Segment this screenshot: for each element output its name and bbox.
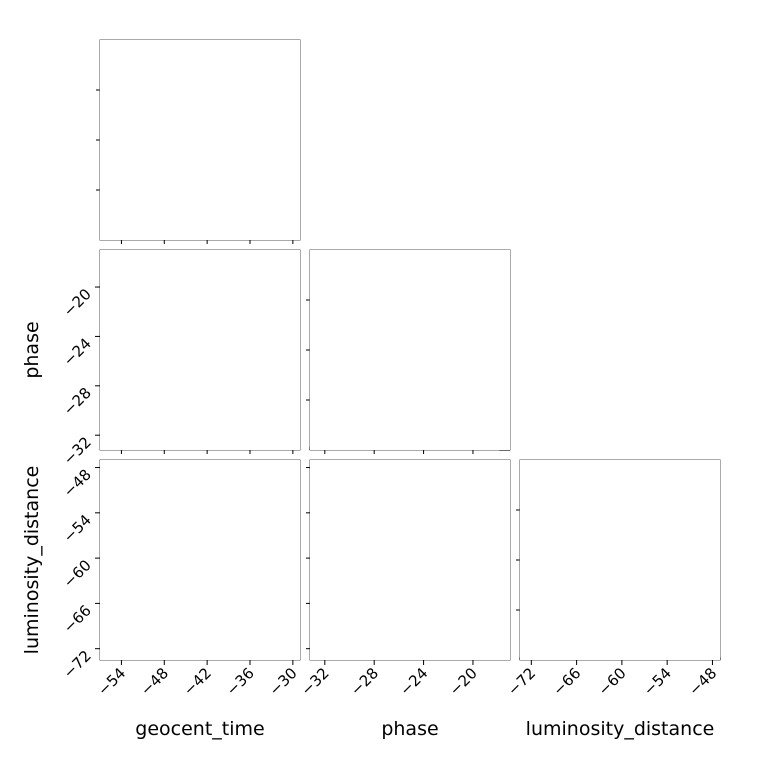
- xlabel-phase: phase: [381, 718, 438, 740]
- ytick-label-luminosity_distance-1: −66: [60, 601, 95, 636]
- ylabel-luminosity-distance: luminosity_distance: [21, 466, 43, 655]
- xtick-label-luminosity_distance-4: −48: [685, 664, 720, 699]
- xtick-label-phase-3: −20: [446, 664, 481, 699]
- ytick-label-phase-3: −20: [60, 285, 95, 320]
- xlabel-geocent-time: geocent_time: [135, 718, 264, 740]
- hist-panel-luminosity_distance-bg: [520, 460, 720, 660]
- scatter-panel-phase-luminosity_distance-bg: [310, 460, 510, 660]
- xtick-label-geocent_time-3: −36: [223, 664, 258, 699]
- hist-panel-geocent_time-bg: [100, 40, 300, 240]
- ylabel-phase: phase: [21, 321, 43, 378]
- ytick-label-luminosity_distance-2: −60: [60, 556, 95, 591]
- xtick-label-luminosity_distance-1: −66: [549, 664, 584, 699]
- xtick-label-geocent_time-0: −54: [94, 664, 129, 699]
- ytick-label-luminosity_distance-0: −72: [60, 647, 95, 682]
- ytick-label-phase-0: −32: [60, 433, 95, 468]
- scatter-panel-geocent_time-luminosity_distance-bg: [100, 460, 300, 660]
- ytick-label-phase-2: −24: [60, 335, 95, 370]
- xtick-label-geocent_time-4: −30: [266, 664, 301, 699]
- ytick-label-phase-1: −28: [60, 384, 95, 419]
- xtick-label-phase-1: −28: [347, 664, 382, 699]
- xtick-label-phase-2: −24: [396, 664, 431, 699]
- xtick-label-luminosity_distance-0: −72: [504, 664, 539, 699]
- xtick-label-geocent_time-1: −48: [137, 664, 172, 699]
- hist-panel-phase-bg: [310, 250, 510, 450]
- xlabel-luminosity-distance: luminosity_distance: [526, 718, 715, 740]
- xtick-label-luminosity_distance-2: −60: [595, 664, 630, 699]
- xtick-label-phase-0: −32: [298, 664, 333, 699]
- xtick-label-luminosity_distance-3: −54: [640, 664, 675, 699]
- xtick-label-geocent_time-2: −42: [180, 664, 215, 699]
- ytick-label-luminosity_distance-3: −54: [60, 511, 95, 546]
- ytick-label-luminosity_distance-4: −48: [60, 466, 95, 501]
- scatter-panel-geocent_time-phase-bg: [100, 250, 300, 450]
